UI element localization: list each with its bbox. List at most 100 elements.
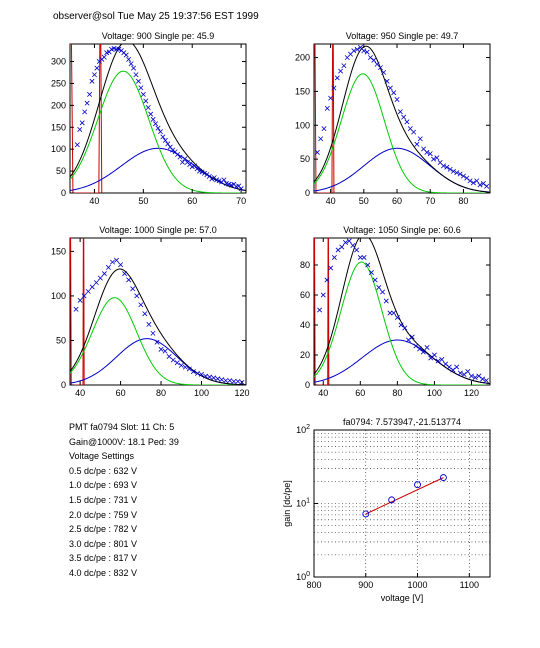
data-point	[357, 255, 363, 260]
x-tick-label: 60	[116, 388, 126, 398]
data-point	[84, 100, 90, 106]
gain-fit-line	[365, 477, 444, 515]
data-point	[194, 370, 200, 376]
plot-area	[314, 238, 490, 385]
data-point	[409, 334, 415, 340]
data-point	[460, 173, 466, 179]
data-point	[328, 265, 334, 271]
x-tick-label: 50	[138, 196, 148, 206]
x-tick-label: 800	[306, 580, 321, 590]
x-axis-label: voltage [V]	[381, 593, 424, 603]
x-tick-label: 50	[359, 196, 369, 206]
data-point	[165, 141, 171, 147]
plot-frame	[69, 43, 247, 194]
data-point	[182, 364, 188, 370]
info-line: 0.5 dc/pe : 632 V	[69, 465, 138, 476]
histogram-panel: 40 50 60 70 80 0 50 100 150 200 Voltage: 950 Singl…	[295, 31, 491, 206]
y-tick-label: 102	[296, 424, 310, 435]
y-tick-label: 0	[305, 188, 310, 198]
data-point	[150, 116, 156, 122]
y-tick-label: 300	[51, 57, 66, 67]
data-point	[74, 142, 80, 148]
chart-title: Voltage: 1000 Single pe: 57.0	[99, 225, 217, 235]
data-point	[238, 186, 244, 192]
x-tick-label: 80	[458, 196, 468, 206]
plot-area	[70, 44, 246, 193]
data-point	[457, 171, 463, 177]
y-tick-label: 150	[51, 122, 66, 132]
data-point	[376, 285, 382, 290]
data-point	[178, 362, 184, 368]
data-point	[365, 262, 371, 268]
data-point	[414, 141, 420, 147]
data-point	[480, 181, 486, 187]
x-tick-label: 60	[355, 388, 365, 398]
data-point	[346, 238, 352, 244]
data-point	[447, 166, 453, 172]
data-point	[77, 126, 83, 132]
data-point	[464, 175, 470, 181]
data-point	[454, 170, 460, 176]
data-point	[142, 311, 148, 317]
data-point	[138, 302, 144, 308]
x-tick-label: 60	[187, 196, 197, 206]
data-point	[97, 275, 103, 281]
histogram-panel: 40 50 60 70 0 50 100 150 200 250 300 Voltage: 900 S…	[51, 31, 247, 206]
data-point	[81, 293, 87, 299]
data-point	[146, 321, 152, 327]
data-point	[318, 136, 324, 142]
data-point	[199, 169, 205, 175]
data-point	[131, 65, 137, 71]
data-point	[368, 270, 374, 275]
data-point	[179, 159, 185, 165]
data-point	[435, 358, 441, 364]
x-tick-label: 40	[326, 196, 336, 206]
data-point	[434, 155, 440, 161]
data-point	[457, 370, 463, 376]
data-point	[361, 48, 367, 54]
x-tick-label: 80	[392, 388, 402, 398]
info-line: 1.0 dc/pe : 693 V	[69, 480, 138, 491]
y-tick-label: 200	[51, 100, 66, 110]
y-tick-label: 40	[300, 320, 310, 330]
data-point	[93, 280, 99, 286]
data-point	[128, 61, 134, 67]
gain-point	[388, 496, 396, 504]
chart-title: fa0794: 7.573947,-21.513774	[343, 417, 461, 427]
y-tick-label: 101	[296, 498, 310, 509]
x-tick-label: 120	[234, 388, 249, 398]
data-point	[123, 52, 129, 58]
data-point	[94, 65, 100, 71]
data-point	[79, 120, 85, 126]
data-point	[116, 46, 122, 52]
data-point	[351, 48, 357, 54]
x-tick-label: 70	[425, 196, 435, 206]
gain-point	[414, 481, 421, 489]
data-point	[85, 288, 91, 294]
y-tick-label: 50	[56, 166, 66, 176]
data-point	[391, 90, 397, 96]
data-point	[470, 180, 476, 186]
data-point	[420, 349, 426, 355]
header-user-timestamp: observer@sol Tue May 25 19:37:56 EST 199…	[53, 11, 259, 22]
data-point	[133, 72, 139, 78]
data-point	[209, 176, 215, 182]
data-point	[186, 366, 192, 372]
data-point	[367, 55, 373, 61]
data-point	[89, 78, 95, 84]
data-point	[148, 111, 154, 117]
gain-point	[362, 510, 370, 518]
data-point	[321, 126, 327, 132]
x-tick-label: 70	[236, 196, 246, 206]
data-point	[424, 149, 430, 155]
data-point	[317, 307, 323, 313]
data-point	[219, 377, 225, 383]
x-tick-label: 900	[358, 580, 373, 590]
x-tick-label: 1000	[408, 580, 428, 590]
data-point	[158, 346, 164, 352]
single-pe-fit-curve	[70, 70, 246, 193]
data-point	[145, 105, 151, 111]
data-point	[394, 315, 400, 320]
total-fit-curve	[70, 44, 246, 191]
data-point	[150, 330, 156, 336]
